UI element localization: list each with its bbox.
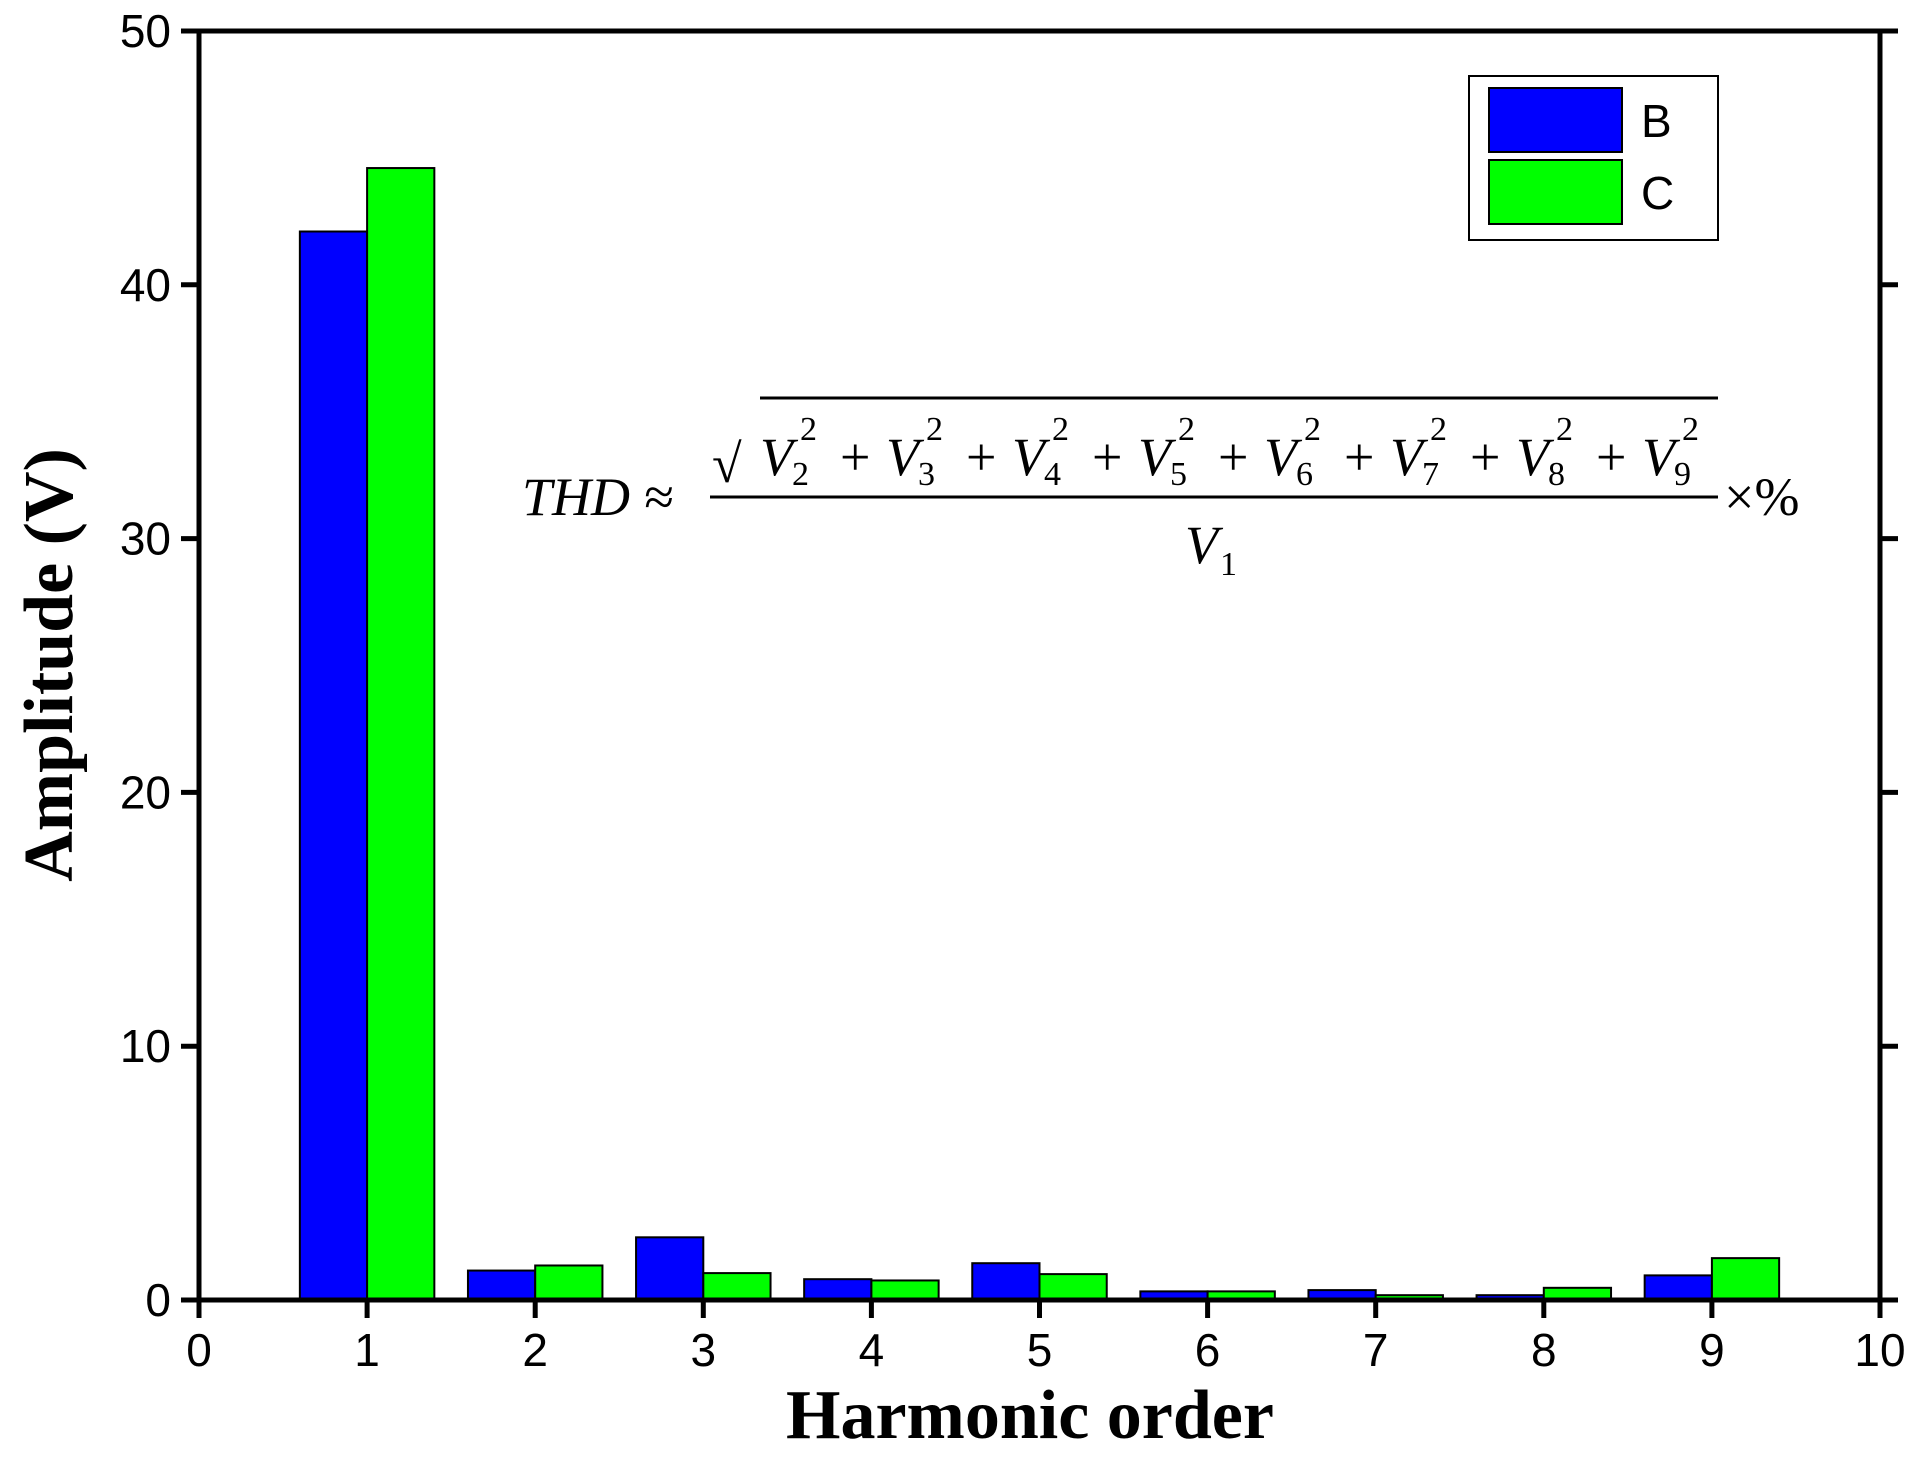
formula-operator: + [1218, 427, 1248, 487]
x-tick-label: 10 [1854, 1324, 1905, 1376]
formula-term: V [1138, 427, 1177, 487]
formula-operator: + [840, 427, 870, 487]
formula-term: V [886, 427, 925, 487]
formula-sub: 9 [1674, 456, 1691, 493]
y-tick-label: 30 [120, 513, 171, 565]
bar [466, 1269, 537, 1302]
formula-rhs: ×% [1724, 467, 1799, 527]
formula-operator: + [1596, 427, 1626, 487]
y-tick-label: 10 [120, 1020, 171, 1072]
formula-term: V [1264, 427, 1303, 487]
formula-term: V [1390, 427, 1429, 487]
legend-label: B [1641, 95, 1672, 147]
x-tick-label: 7 [1363, 1324, 1389, 1376]
x-tick-label: 8 [1531, 1324, 1557, 1376]
formula-lhs: THD ≈ [522, 467, 673, 527]
legend-swatch [1488, 87, 1623, 153]
bar [1710, 1257, 1781, 1302]
formula-term: V [1012, 427, 1051, 487]
x-axis-title: Harmonic order [786, 1377, 1274, 1454]
bar [1038, 1273, 1108, 1302]
legend-swatch [1488, 159, 1623, 225]
y-tick-label: 0 [145, 1274, 171, 1326]
formula-sup: 2 [1178, 411, 1195, 448]
formula-sup: 2 [1304, 411, 1321, 448]
formula-sub: 2 [792, 456, 809, 493]
bar [702, 1272, 772, 1301]
formula-sup: 2 [1556, 411, 1573, 448]
y-tick-label: 40 [120, 259, 171, 311]
formula-sub: 3 [918, 456, 935, 493]
formula-sub: 7 [1422, 456, 1439, 493]
y-tick-label: 20 [120, 766, 171, 818]
bar [635, 1236, 705, 1301]
formula-sub: 4 [1044, 456, 1061, 493]
formula-den-sub: 1 [1220, 546, 1237, 583]
formula-den: V [1185, 515, 1224, 575]
formula-sub: 5 [1170, 456, 1187, 493]
formula-sup: 2 [1430, 411, 1447, 448]
y-axis-title: Amplitude (V) [11, 448, 88, 882]
formula-sup: 2 [1682, 411, 1699, 448]
formula-sub: 8 [1548, 456, 1565, 493]
formula-term: V [1642, 427, 1681, 487]
bar [803, 1278, 873, 1301]
formula-operator: + [1344, 427, 1374, 487]
x-tick-label: 0 [186, 1324, 212, 1376]
formula-sup: 2 [1052, 411, 1069, 448]
formula-term: V [1516, 427, 1555, 487]
bar [298, 230, 369, 1302]
formula-operator: + [1470, 427, 1500, 487]
x-tick-label: 3 [691, 1324, 717, 1376]
x-tick-label: 5 [1027, 1324, 1053, 1376]
legend-label: C [1641, 167, 1674, 219]
bar [1643, 1274, 1713, 1301]
bar [870, 1279, 940, 1301]
formula-term: V [760, 427, 799, 487]
x-tick-label: 9 [1699, 1324, 1725, 1376]
formula-sup: 2 [800, 411, 817, 448]
x-tick-label: 2 [522, 1324, 548, 1376]
bar [971, 1262, 1041, 1301]
formula-radical: √ [712, 434, 742, 494]
bar [534, 1264, 604, 1301]
formula-sub: 6 [1296, 456, 1313, 493]
formula-operator: + [966, 427, 996, 487]
y-tick-label: 50 [120, 5, 171, 57]
bar [366, 167, 436, 1301]
formula-operator: + [1092, 427, 1122, 487]
x-tick-label: 1 [354, 1324, 380, 1376]
formula-sup: 2 [926, 411, 943, 448]
x-tick-label: 4 [859, 1324, 885, 1376]
x-tick-label: 6 [1195, 1324, 1221, 1376]
